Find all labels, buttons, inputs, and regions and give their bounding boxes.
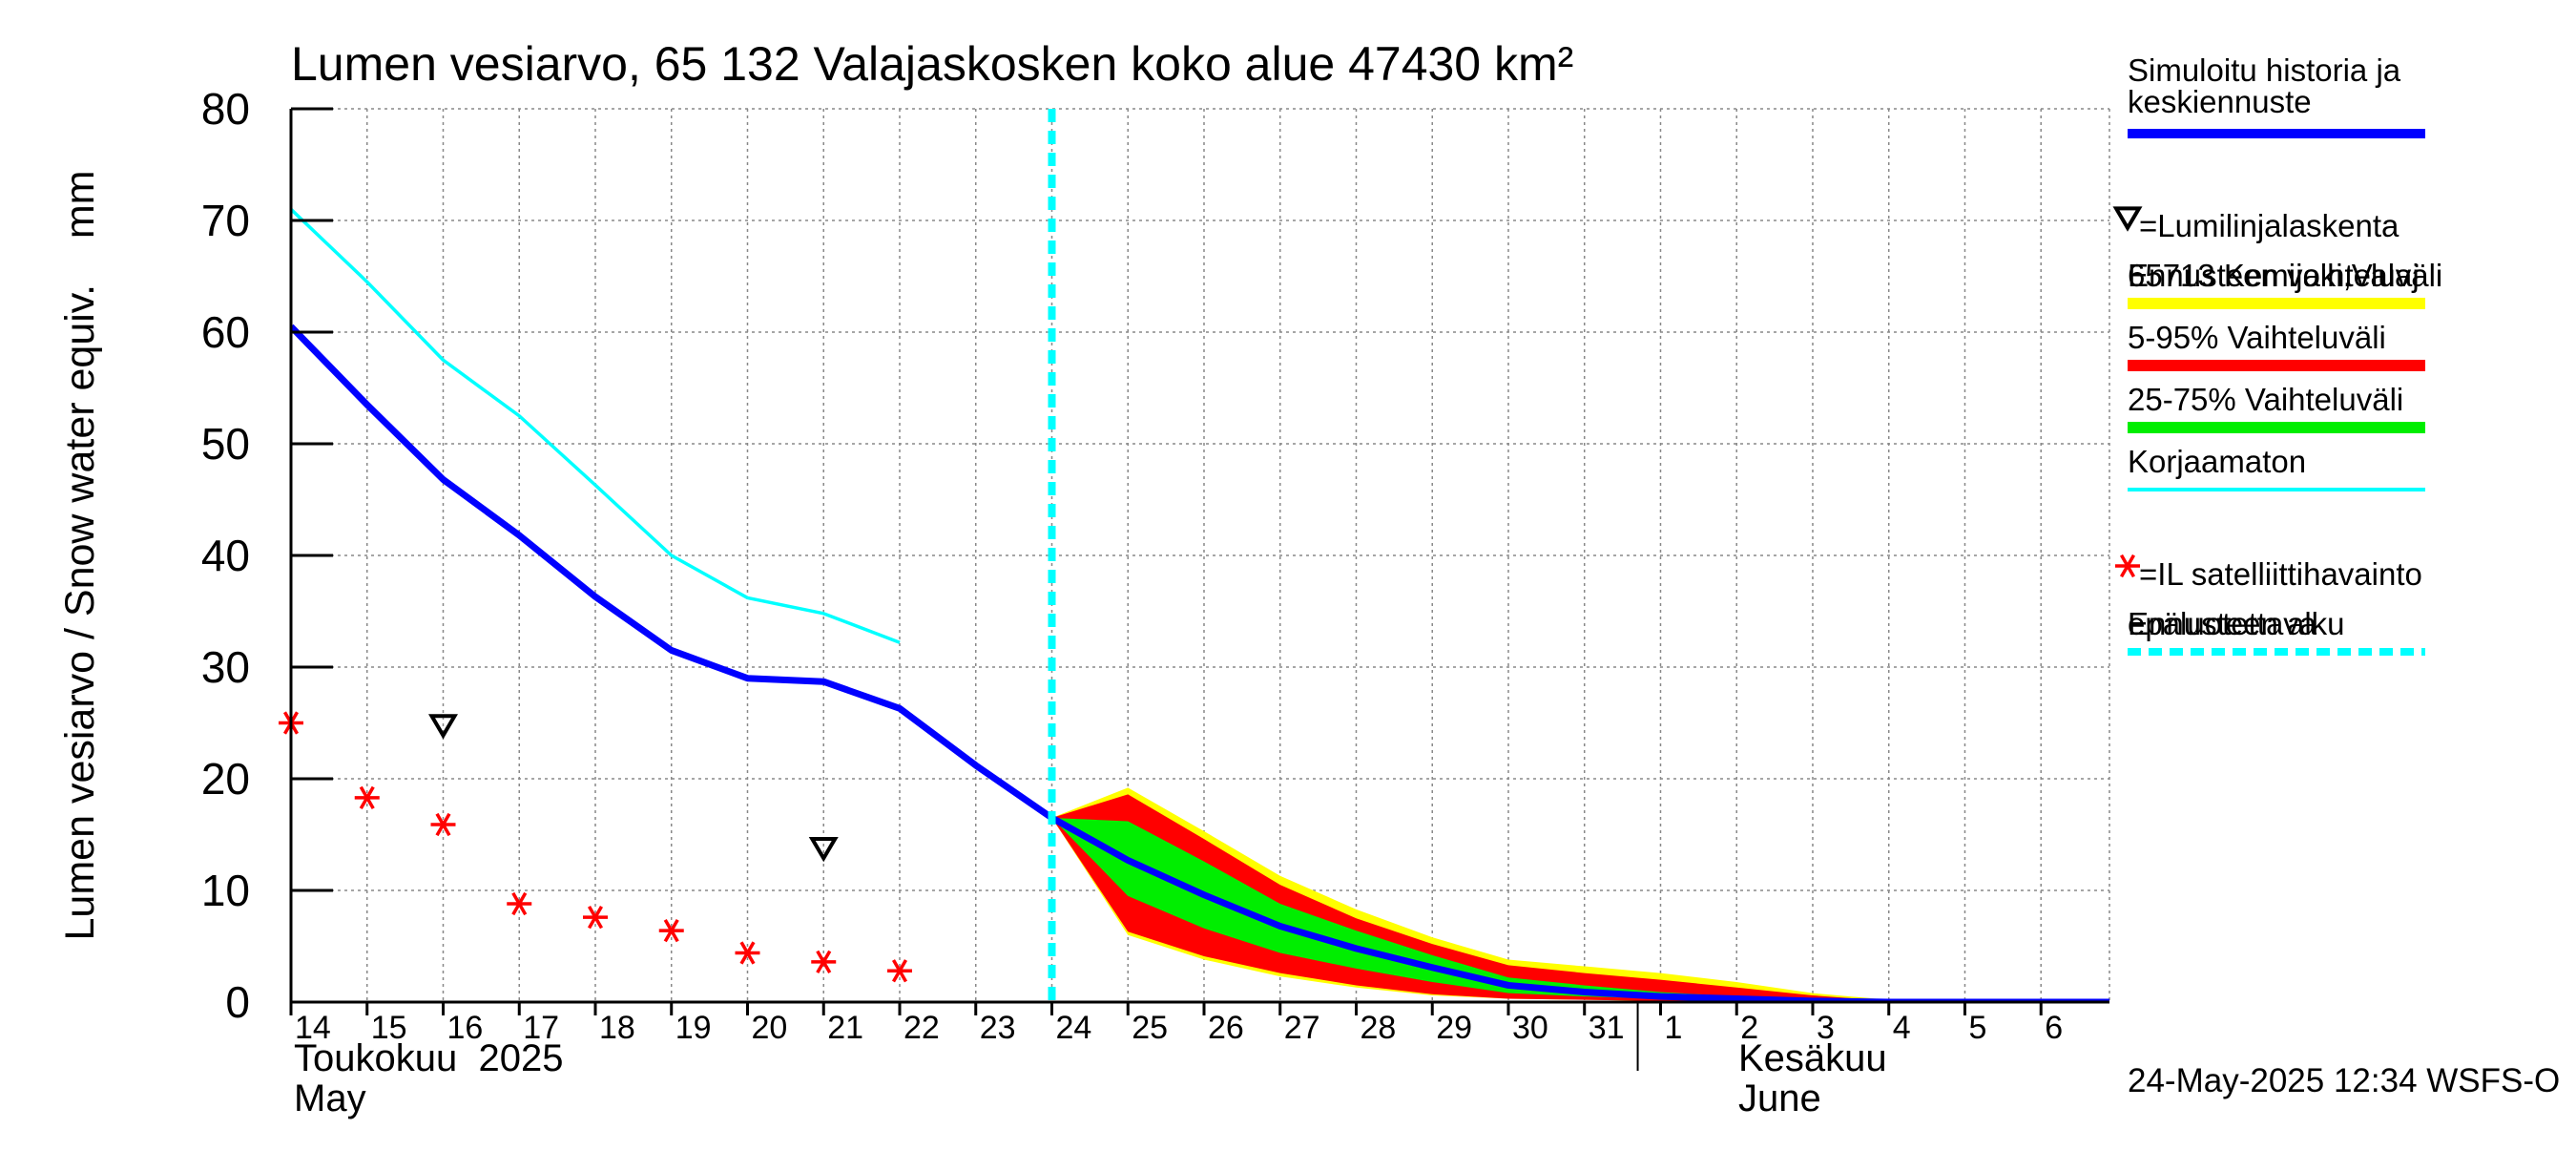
x-tick-label: 22 bbox=[904, 1010, 940, 1046]
y-axis-label: Lumen vesiarvo / Snow water equiv. mm bbox=[57, 171, 103, 941]
x-tick-label: 29 bbox=[1436, 1010, 1472, 1046]
observation-markers bbox=[279, 109, 1056, 1002]
satellite-point bbox=[507, 891, 532, 916]
legend-label: 25-75% Vaihteluväli bbox=[2128, 382, 2403, 417]
legend-sublabel: 65713 Kemijoki,Valaj bbox=[2128, 258, 2420, 293]
legend-label: Ennusteen alku bbox=[2128, 606, 2345, 641]
snowline-point bbox=[428, 714, 458, 740]
star-stroke bbox=[663, 918, 679, 943]
month-label-may-fi: Toukokuu 2025 bbox=[294, 1037, 563, 1079]
legend-sublabel: keskiennuste bbox=[2128, 84, 2312, 119]
legend-label: Ennusteen vaihteluväli bbox=[2128, 258, 2442, 293]
y-tick-label: 40 bbox=[201, 531, 250, 580]
star-stroke bbox=[816, 950, 832, 974]
y-tick-label: 0 bbox=[225, 977, 250, 1027]
legend-label: =Lumilinjalaskenta bbox=[2139, 208, 2399, 243]
x-tick-label: 2 bbox=[1740, 1010, 1758, 1046]
legend-label: =IL satelliittihavainto bbox=[2139, 556, 2422, 592]
x-tick-label: 18 bbox=[599, 1010, 635, 1046]
star-stroke bbox=[587, 905, 604, 930]
star-stroke bbox=[739, 941, 756, 965]
y-tick-label: 60 bbox=[201, 307, 250, 357]
x-tick-label: 14 bbox=[295, 1010, 331, 1046]
y-tick-label: 20 bbox=[201, 754, 250, 804]
star-stroke bbox=[891, 959, 908, 983]
footer-timestamp: 24-May-2025 12:34 WSFS-O bbox=[2128, 1062, 2560, 1099]
legend-label: Korjaamaton bbox=[2128, 444, 2306, 479]
x-tick-label: 24 bbox=[1055, 1010, 1091, 1046]
legend-sublabel: epäluotettava bbox=[2128, 606, 2317, 641]
grid-lines bbox=[290, 108, 2110, 1003]
month-label-may-en: May bbox=[294, 1077, 366, 1119]
y-tick-label: 80 bbox=[201, 84, 250, 134]
x-tick-label: 26 bbox=[1208, 1010, 1244, 1046]
satellite-point bbox=[430, 812, 456, 837]
forecast-bands bbox=[1051, 787, 2109, 1002]
y-tick-label: 70 bbox=[201, 196, 250, 245]
band-25-75-vaihteluv-li bbox=[1051, 817, 2109, 1002]
chart-title: Lumen vesiarvo, 65 132 Valajaskosken kok… bbox=[291, 37, 1573, 91]
x-tick-label: 28 bbox=[1360, 1010, 1396, 1046]
x-tick-label: 27 bbox=[1284, 1010, 1320, 1046]
satellite-point bbox=[811, 950, 837, 974]
satellite-point bbox=[2115, 554, 2140, 578]
x-tick-label: 25 bbox=[1132, 1010, 1168, 1046]
x-tick-label: 4 bbox=[1893, 1010, 1911, 1046]
satellite-point bbox=[886, 959, 912, 983]
y-tick-label: 30 bbox=[201, 642, 250, 692]
x-tick-label: 5 bbox=[1968, 1010, 1986, 1046]
x-tick-label: 23 bbox=[980, 1010, 1016, 1046]
x-tick-label: 19 bbox=[675, 1010, 712, 1046]
x-tick-label: 3 bbox=[1817, 1010, 1835, 1046]
x-tick-label: 6 bbox=[2045, 1010, 2063, 1046]
legend-label: 5-95% Vaihteluväli bbox=[2128, 320, 2386, 355]
star-stroke bbox=[2119, 554, 2136, 578]
series-korjaamaton bbox=[291, 208, 901, 644]
star-stroke bbox=[435, 812, 451, 837]
x-tick-label: 16 bbox=[447, 1010, 483, 1046]
satellite-point bbox=[735, 941, 760, 965]
star-stroke bbox=[511, 891, 528, 916]
legend-label: Simuloitu historia ja bbox=[2128, 52, 2401, 88]
satellite-point bbox=[658, 918, 684, 943]
star-stroke bbox=[359, 785, 375, 810]
x-tick-label: 20 bbox=[751, 1010, 787, 1046]
x-tick-label: 21 bbox=[827, 1010, 863, 1046]
snowline-point bbox=[808, 836, 839, 863]
x-tick-label: 1 bbox=[1664, 1010, 1682, 1046]
legend-triangle-icon bbox=[2112, 206, 2143, 232]
y-tick-label: 50 bbox=[201, 419, 250, 469]
month-label-june-en: June bbox=[1738, 1077, 1821, 1119]
month-label-june-fi: Kesäkuu bbox=[1738, 1037, 1887, 1079]
x-tick-label: 30 bbox=[1512, 1010, 1548, 1046]
x-tick-label: 31 bbox=[1589, 1010, 1625, 1046]
x-tick-label: 17 bbox=[523, 1010, 559, 1046]
x-tick-label: 15 bbox=[371, 1010, 407, 1046]
satellite-point bbox=[582, 905, 608, 930]
y-tick-label: 10 bbox=[201, 866, 250, 915]
satellite-point bbox=[354, 785, 380, 810]
